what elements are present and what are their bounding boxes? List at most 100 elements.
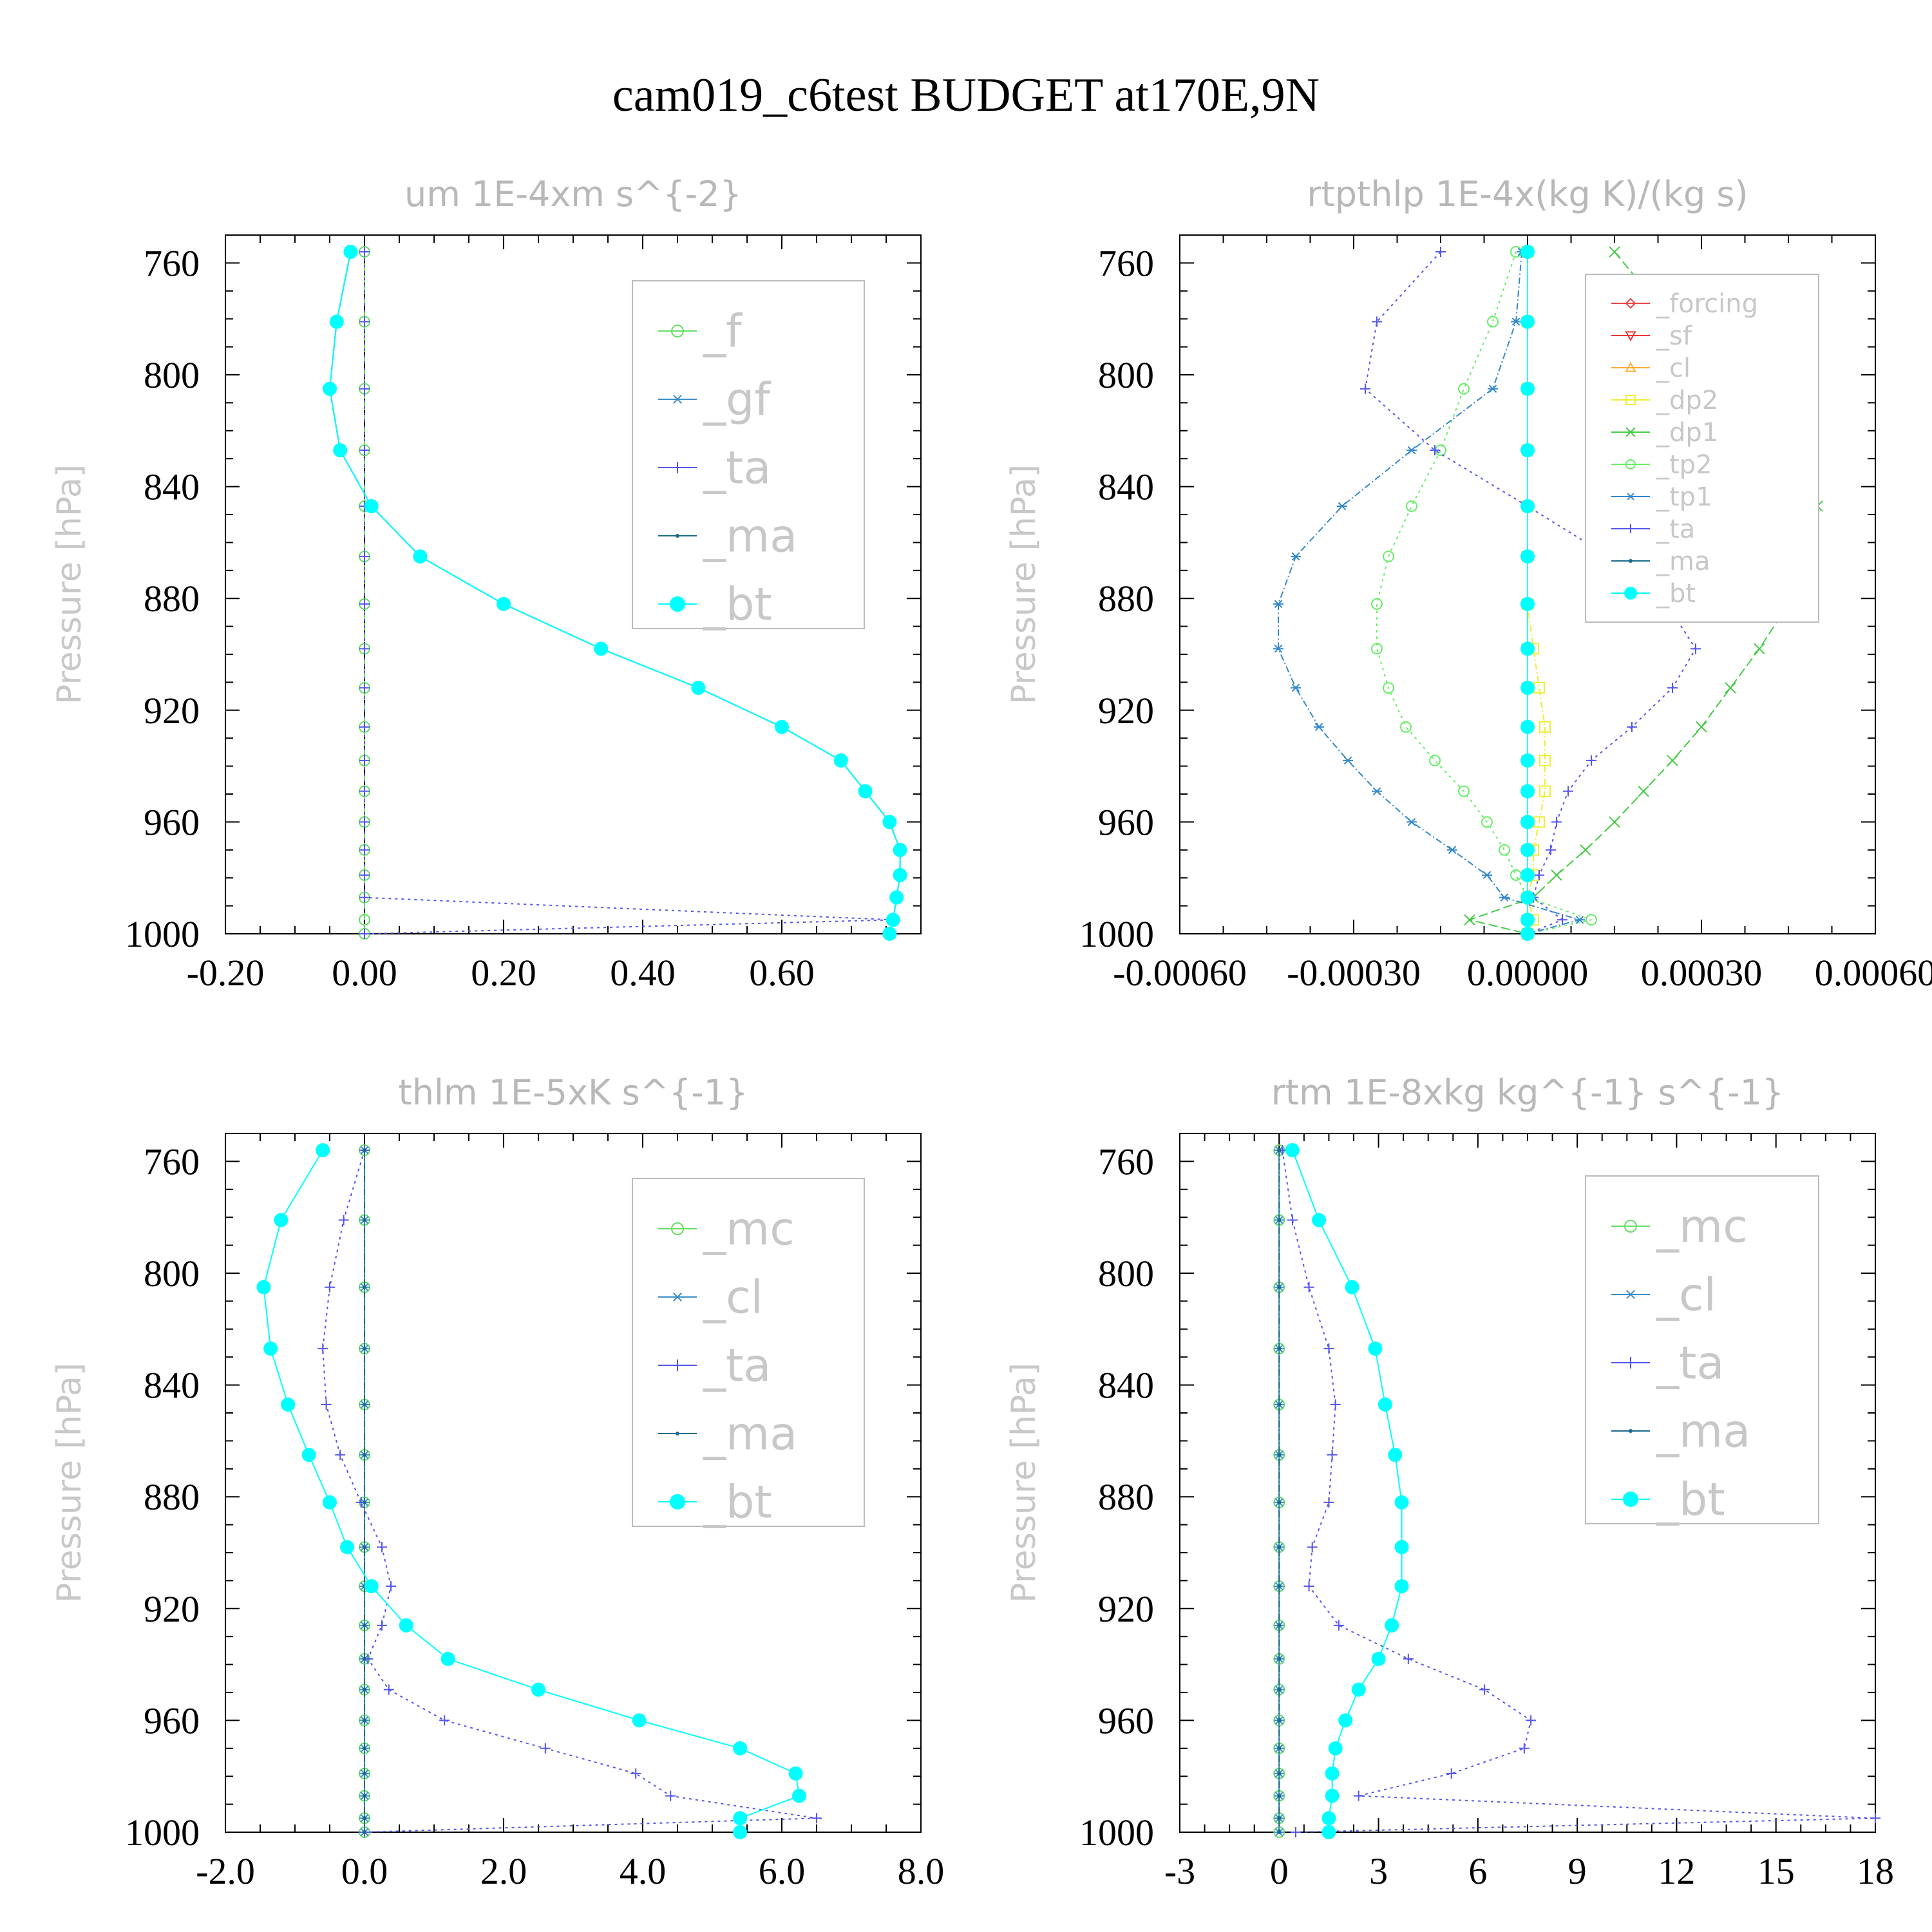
data-point [1520,596,1535,611]
data-point [1627,721,1637,732]
data-point [329,314,344,329]
y-axis-label: Pressure [hPa] [50,1363,89,1603]
x-tick-label: 15 [1757,1850,1795,1892]
data-point [775,719,789,734]
data-point [1353,1790,1364,1801]
data-point [1277,1285,1282,1289]
series-line [1364,251,1697,934]
data-point [1385,1618,1399,1633]
x-tick-label: 0.20 [471,952,536,994]
legend-entry: _bt [703,1476,772,1529]
data-point [1368,1341,1383,1356]
legend-entry: _tp1 [1656,482,1712,512]
x-tick-label: 0.0 [341,1850,388,1892]
panel-um: um 1E-4xm s^{-2} Pressure [hPa] 760 800 840 8… [50,174,922,994]
data-point [733,1825,748,1839]
data-point [1520,641,1535,656]
legend-marker [1626,493,1635,500]
data-point [383,1684,394,1695]
y-tick-label: 760 [1098,1141,1154,1182]
data-point [1499,844,1510,856]
data-point [359,247,370,258]
data-point [1277,1718,1282,1723]
legend-entry: _bt [1656,579,1696,609]
series-line [1291,1150,1403,1832]
series-dp2 [1522,246,1551,940]
data-point [1520,498,1535,513]
data-point [1277,1687,1282,1692]
data-point [811,1813,822,1824]
data-point [1520,890,1535,905]
x-tick-label: 0.40 [610,952,676,994]
x-tick-label: 6.0 [759,1850,806,1892]
data-point [321,1399,332,1410]
y-tick-label: 880 [144,578,200,620]
data-point [1277,1148,1282,1153]
data-point [1277,1816,1282,1821]
data-point [363,1347,366,1351]
data-point [1458,785,1470,797]
data-point [1291,683,1301,692]
legend-entry: _bt [703,578,772,631]
data-point [363,1656,366,1661]
data-point [1520,815,1535,829]
data-point [1667,755,1678,766]
data-point [733,1741,748,1756]
x-tick-label: 8.0 [898,1850,945,1892]
legend-entry: _ma [1656,1405,1750,1458]
data-point [1394,1540,1409,1555]
panel-title: um 1E-4xm s^{-2} [404,174,742,214]
y-tick-label: 880 [144,1476,200,1518]
legend-box [632,280,865,629]
data-point [333,443,348,458]
data-point [1314,723,1324,732]
data-point [1586,914,1597,926]
data-point [359,817,370,828]
y-tick-label: 760 [144,1141,200,1182]
data-point [359,383,370,394]
data-point [364,1579,379,1594]
x-tick-label: 0.00030 [1641,952,1763,994]
panels: um 1E-4xm s^{-2} Pressure [hPa] 760 800 840 8… [50,174,1932,1892]
legend-marker [672,1359,683,1371]
data-point [540,1743,551,1754]
legend-entry: _ta [703,1340,771,1392]
data-point [1388,1448,1403,1463]
data-point [1539,785,1551,797]
data-point [363,1718,366,1723]
data-point [1273,600,1283,609]
data-point [1383,682,1394,694]
data-point [733,1811,748,1826]
data-point [363,1623,366,1627]
legend-marker [1626,524,1635,533]
series-ma [1277,1148,1282,1834]
data-point [1667,683,1678,694]
data-point [691,681,706,696]
legend-entry: _ma [703,1408,797,1461]
legend-marker [1625,1357,1636,1368]
data-point [363,1794,366,1798]
data-point [1360,383,1370,394]
data-point [889,890,904,905]
series-ma [363,1148,366,1834]
legend-marker [1625,459,1636,469]
series-tp2 [1371,246,1597,940]
data-point [363,1402,366,1406]
data-point [1488,384,1498,393]
data-point [364,498,379,513]
data-point [359,551,370,562]
legend-entry: _cl [1656,354,1690,383]
data-point [833,753,848,768]
data-point [363,1218,366,1222]
data-point [1403,1653,1414,1664]
data-point [1277,1402,1282,1406]
data-point [439,1715,450,1726]
legend-marker [676,1432,679,1435]
data-point [1371,643,1383,655]
data-point [359,683,370,694]
data-point [665,1790,676,1801]
y-tick-label: 1000 [1079,913,1154,955]
data-point [1551,817,1562,828]
legend-entry: _cl [1656,1269,1716,1321]
